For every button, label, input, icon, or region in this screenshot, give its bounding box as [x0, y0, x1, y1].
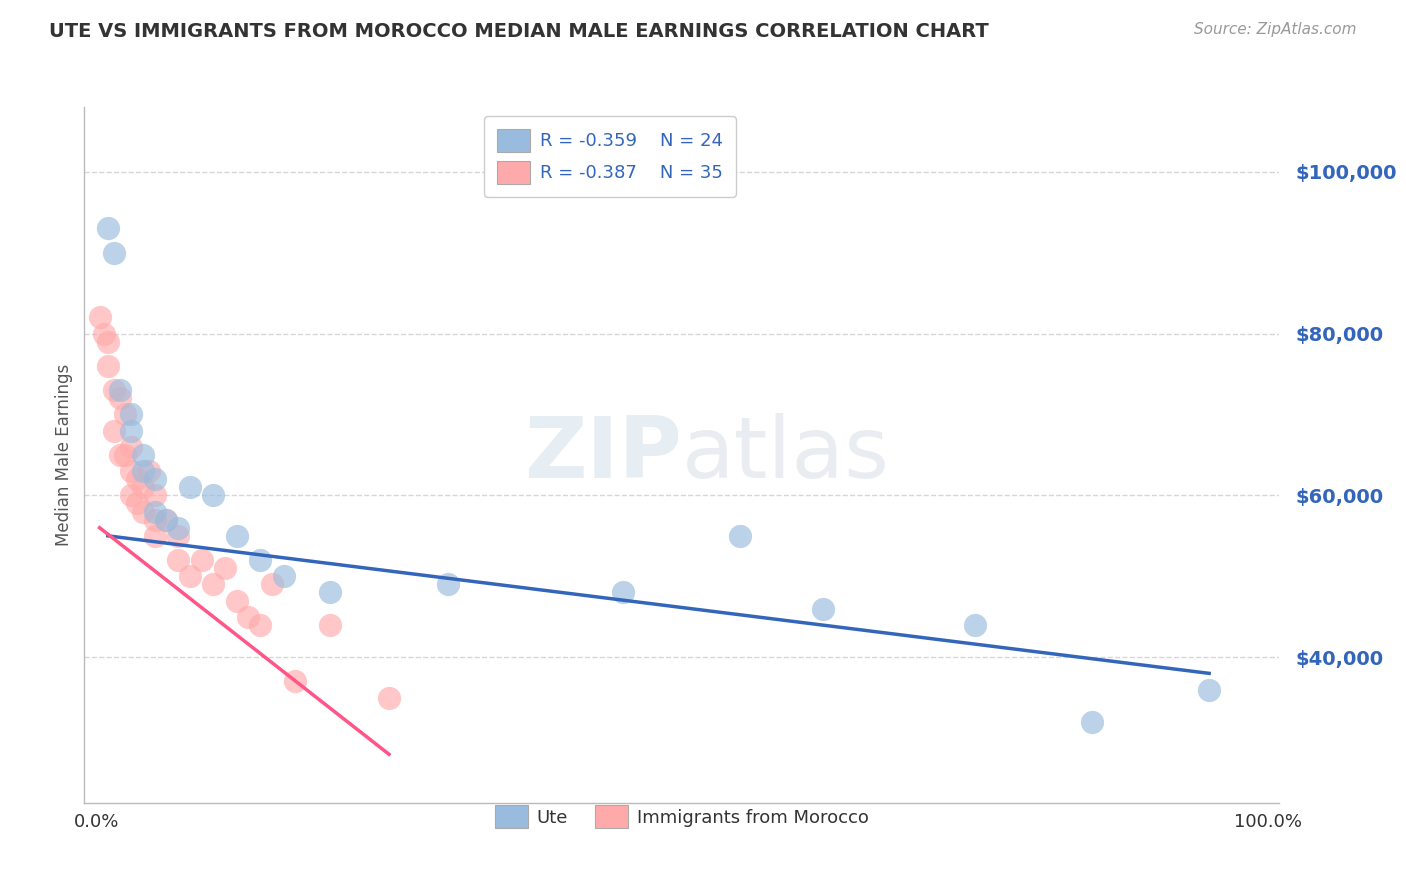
Point: [179, 569, 201, 583]
Point: [225, 593, 247, 607]
Point: [132, 448, 155, 462]
Point: [108, 383, 131, 397]
Point: [963, 617, 986, 632]
Point: [120, 408, 142, 422]
Point: [1081, 714, 1104, 729]
Point: [108, 448, 131, 462]
Point: [127, 472, 149, 486]
Point: [120, 440, 142, 454]
Point: [143, 488, 166, 502]
Point: [143, 513, 166, 527]
Point: [143, 504, 166, 518]
Point: [730, 529, 752, 543]
Point: [167, 553, 190, 567]
Point: [167, 521, 190, 535]
Point: [225, 529, 247, 543]
Point: [97, 359, 120, 373]
Point: [114, 448, 136, 462]
Point: [260, 577, 283, 591]
Point: [103, 383, 125, 397]
Point: [103, 245, 125, 260]
Point: [378, 690, 401, 705]
Point: [179, 480, 201, 494]
Point: [132, 480, 155, 494]
Point: [89, 310, 111, 325]
Text: atlas: atlas: [682, 413, 890, 497]
Point: [273, 569, 295, 583]
Point: [143, 472, 166, 486]
Text: ZIP: ZIP: [524, 413, 682, 497]
Point: [108, 392, 131, 406]
Text: UTE VS IMMIGRANTS FROM MOROCCO MEDIAN MALE EARNINGS CORRELATION CHART: UTE VS IMMIGRANTS FROM MOROCCO MEDIAN MA…: [49, 22, 988, 41]
Point: [103, 424, 125, 438]
Point: [319, 585, 342, 599]
Point: [612, 585, 634, 599]
Legend: Ute, Immigrants from Morocco: Ute, Immigrants from Morocco: [488, 797, 876, 836]
Point: [249, 617, 271, 632]
Point: [132, 464, 155, 478]
Point: [138, 464, 160, 478]
Point: [284, 674, 307, 689]
Point: [190, 553, 212, 567]
Point: [436, 577, 458, 591]
Point: [214, 561, 236, 575]
Point: [97, 221, 120, 235]
Point: [202, 488, 225, 502]
Point: [120, 464, 142, 478]
Point: [143, 529, 166, 543]
Text: Source: ZipAtlas.com: Source: ZipAtlas.com: [1194, 22, 1357, 37]
Point: [238, 609, 260, 624]
Point: [155, 513, 177, 527]
Point: [97, 334, 120, 349]
Point: [93, 326, 115, 341]
Point: [127, 496, 149, 510]
Point: [202, 577, 225, 591]
Point: [249, 553, 271, 567]
Point: [120, 424, 142, 438]
Y-axis label: Median Male Earnings: Median Male Earnings: [55, 364, 73, 546]
Point: [155, 513, 177, 527]
Point: [319, 617, 342, 632]
Point: [120, 488, 142, 502]
Point: [811, 601, 834, 615]
Point: [167, 529, 190, 543]
Point: [1198, 682, 1220, 697]
Point: [114, 408, 136, 422]
Point: [132, 504, 155, 518]
